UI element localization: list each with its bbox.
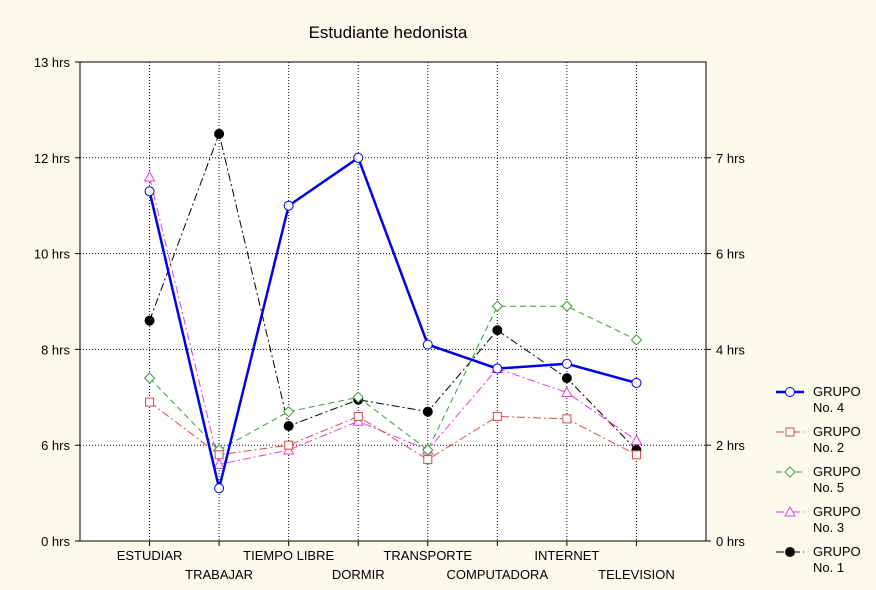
x-tick-label: TIEMPO LIBRE bbox=[243, 548, 334, 563]
data-point bbox=[630, 334, 643, 346]
data-point bbox=[144, 186, 155, 197]
data-point bbox=[283, 421, 294, 432]
data-point bbox=[144, 315, 155, 326]
x-tick-label: COMPUTADORA bbox=[447, 567, 549, 582]
left-tick-label: 8 hrs bbox=[41, 342, 70, 357]
legend: GRUPO No. 4 GRUPO No. 2 GRUPO No. 5 GRUPO No. 3… bbox=[776, 384, 861, 575]
right-tick-label: 2 hrs bbox=[716, 438, 745, 453]
data-point bbox=[562, 414, 572, 424]
data-point bbox=[631, 377, 642, 388]
left-tick-label: 10 hrs bbox=[34, 247, 71, 262]
left-tick-label: 6 hrs bbox=[41, 438, 70, 453]
legend-marker bbox=[785, 427, 795, 437]
legend-item: GRUPO No. 4 bbox=[776, 384, 861, 415]
x-tick-label: TELEVISION bbox=[598, 567, 675, 582]
right-tick-label: 6 hrs bbox=[716, 247, 745, 262]
data-point bbox=[352, 391, 364, 404]
legend-marker bbox=[784, 466, 796, 478]
legend-label: GRUPO No. 1 bbox=[813, 544, 861, 575]
right-tick-label: 4 hrs bbox=[716, 342, 745, 357]
left-tick-label: 13 hrs bbox=[34, 55, 71, 70]
legend-marker bbox=[785, 547, 795, 557]
series-2 bbox=[145, 397, 641, 465]
data-point bbox=[282, 405, 295, 418]
plot-area bbox=[79, 61, 707, 542]
data-point bbox=[631, 450, 641, 460]
legend-label: GRUPO No. 3 bbox=[813, 504, 861, 535]
left-tick-label: 0 hrs bbox=[41, 534, 70, 549]
data-point bbox=[283, 200, 294, 211]
data-point bbox=[561, 386, 573, 398]
legend-item: GRUPO No. 1 bbox=[776, 544, 861, 575]
data-point bbox=[561, 373, 572, 384]
left-y-axis: 0 hrs 6 hrs 8 hrs 10 hrs 12 hrs 13 hrs bbox=[34, 55, 80, 549]
x-tick-label: ESTUDIAR bbox=[117, 548, 183, 563]
data-point bbox=[213, 458, 225, 469]
legend-label: GRUPO No. 2 bbox=[813, 424, 861, 455]
legend-label: GRUPO No. 5 bbox=[813, 464, 861, 495]
legend-item: GRUPO No. 2 bbox=[776, 424, 861, 455]
data-point bbox=[492, 411, 502, 421]
right-tick-label: 7 hrs bbox=[716, 151, 745, 166]
x-tick-label: TRABAJAR bbox=[185, 567, 253, 582]
data-point bbox=[353, 411, 363, 421]
x-tick-label: INTERNET bbox=[534, 548, 599, 563]
x-tick-label: TRANSPORTE bbox=[383, 548, 472, 563]
data-point bbox=[214, 483, 225, 494]
data-point bbox=[145, 397, 155, 407]
series-1 bbox=[144, 152, 642, 494]
data-point bbox=[284, 440, 294, 450]
legend-item: GRUPO No. 5 bbox=[776, 464, 861, 495]
x-tick-label: DORMIR bbox=[332, 567, 385, 582]
data-point bbox=[422, 339, 433, 350]
series-line bbox=[149, 401, 637, 461]
legend-marker bbox=[784, 505, 796, 517]
data-point bbox=[353, 152, 364, 163]
data-point bbox=[214, 128, 225, 139]
left-tick-label: 12 hrs bbox=[34, 151, 71, 166]
data-point bbox=[422, 444, 434, 456]
data-point bbox=[630, 434, 643, 445]
data-point bbox=[143, 372, 156, 384]
data-point bbox=[492, 363, 503, 374]
legend-marker bbox=[785, 387, 795, 397]
legend-item: GRUPO No. 3 bbox=[776, 504, 861, 535]
series-group bbox=[143, 128, 643, 494]
chart-title: Estudiante hedonista bbox=[309, 23, 468, 42]
data-point bbox=[491, 300, 504, 312]
data-point bbox=[422, 406, 433, 417]
data-point bbox=[143, 170, 156, 182]
data-point bbox=[492, 325, 503, 336]
data-point bbox=[561, 358, 572, 369]
data-point bbox=[214, 450, 224, 460]
series-line bbox=[149, 132, 637, 451]
right-y-axis: 0 hrs 2 hrs 4 hrs 6 hrs 7 hrs bbox=[706, 151, 745, 549]
series-5 bbox=[144, 128, 642, 455]
data-point bbox=[423, 455, 433, 465]
series-line bbox=[149, 176, 637, 465]
legend-label: GRUPO No. 4 bbox=[813, 384, 861, 415]
data-point bbox=[561, 300, 573, 312]
right-tick-label: 0 hrs bbox=[716, 534, 745, 549]
series-line bbox=[148, 155, 637, 489]
